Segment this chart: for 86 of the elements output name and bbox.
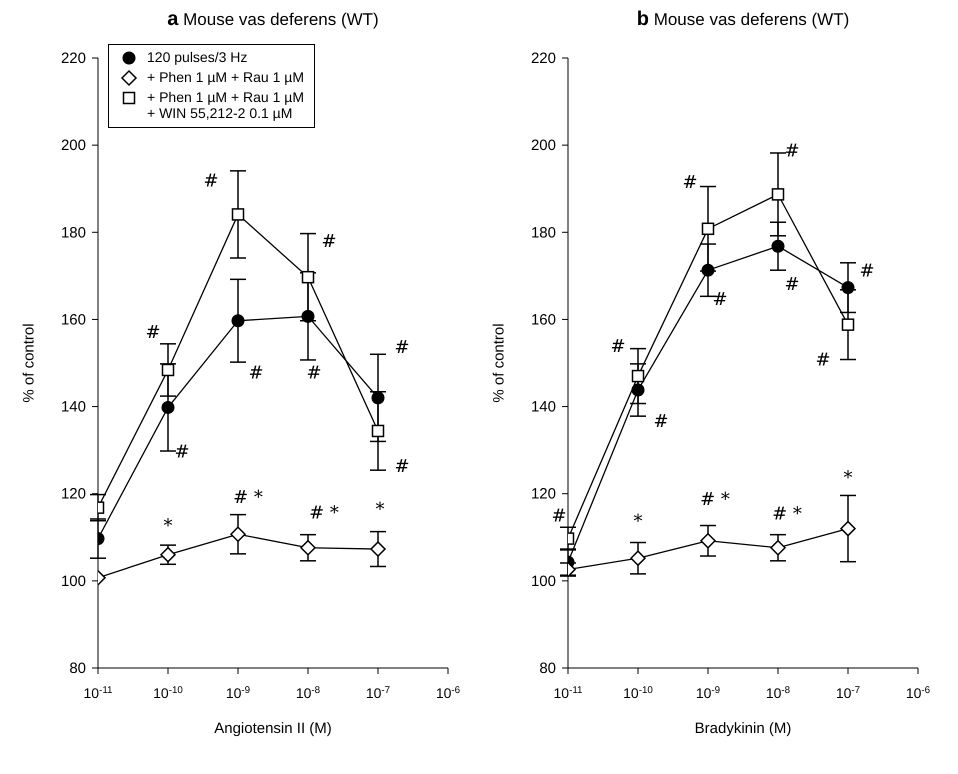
annotation: # * bbox=[309, 502, 339, 524]
x-tick-label: 10$^{-11}$ bbox=[553, 684, 583, 701]
annotation: # bbox=[859, 260, 875, 282]
annotation: * bbox=[164, 516, 172, 537]
y-tick-label: 180 bbox=[530, 224, 556, 242]
point bbox=[632, 384, 644, 397]
y-tick-label: 180 bbox=[60, 224, 86, 242]
y-tick-label: 200 bbox=[60, 137, 86, 154]
point bbox=[702, 264, 714, 277]
annotation: # bbox=[174, 441, 190, 462]
annotation: # bbox=[145, 322, 161, 343]
y-tick-label: 100 bbox=[530, 572, 556, 590]
y-tick-label: 100 bbox=[60, 572, 86, 590]
point bbox=[230, 526, 246, 542]
annotation: # bbox=[784, 274, 800, 296]
x-tick-label: 10$^{-7}$ bbox=[366, 684, 390, 701]
annotation: # bbox=[394, 456, 410, 477]
y-tick-label: 120 bbox=[60, 486, 86, 503]
annotation: # * bbox=[700, 488, 730, 510]
annotation: * bbox=[844, 468, 852, 489]
annotation: # bbox=[248, 362, 264, 384]
point bbox=[160, 546, 176, 562]
point bbox=[702, 222, 714, 236]
point bbox=[372, 424, 384, 438]
y-tick-label: 200 bbox=[530, 137, 556, 154]
x-tick-label: 10$^{-10}$ bbox=[623, 684, 654, 701]
point bbox=[370, 541, 386, 557]
annotation: # bbox=[784, 140, 800, 162]
x-tick-label: 10$^{-7}$ bbox=[836, 684, 860, 701]
y-tick-label: 220 bbox=[530, 50, 556, 67]
annotation: # bbox=[321, 231, 337, 252]
y-tick-label: 120 bbox=[530, 486, 556, 503]
annotation: # bbox=[712, 289, 728, 310]
y-tick-label: 160 bbox=[60, 311, 86, 328]
y-tick-label: 80 bbox=[539, 660, 556, 677]
x-tick-label: 10$^{-10}$ bbox=[153, 684, 184, 701]
y-tick-label: 220 bbox=[60, 50, 86, 67]
chart-title: b Mouse vas deferens (WT) bbox=[636, 8, 850, 32]
point bbox=[840, 520, 856, 536]
annotation: * bbox=[634, 511, 642, 532]
point bbox=[632, 370, 644, 382]
annotation: # bbox=[610, 336, 626, 358]
point bbox=[700, 533, 716, 549]
x-tick-label: 10$^{-8}$ bbox=[766, 684, 791, 701]
annotation: * bbox=[376, 499, 384, 520]
annotation: # bbox=[653, 411, 669, 432]
y-tick-label: 80 bbox=[69, 660, 86, 677]
point bbox=[842, 318, 854, 331]
y-tick-label: 160 bbox=[530, 311, 556, 328]
point bbox=[302, 310, 314, 323]
y-tick-label: 140 bbox=[60, 398, 86, 416]
annotation: # bbox=[551, 506, 567, 527]
x-tick-label: 10$^{-11}$ bbox=[83, 684, 113, 701]
annotation: # * bbox=[233, 487, 263, 508]
x-tick-label: 10$^{-6}$ bbox=[906, 684, 931, 701]
legend-label: + Phen 1 µM + Rau 1 µM bbox=[147, 69, 304, 85]
point bbox=[372, 391, 384, 404]
point bbox=[770, 540, 786, 556]
point bbox=[300, 540, 316, 556]
point bbox=[162, 400, 174, 414]
x-axis-title: Bradykinin (M) bbox=[694, 720, 792, 737]
annotation: # bbox=[815, 350, 831, 371]
point bbox=[772, 188, 784, 201]
point bbox=[842, 281, 854, 294]
x-tick-label: 10$^{-6}$ bbox=[436, 684, 461, 701]
point bbox=[162, 364, 174, 376]
legend-label: + Phen 1 µM + Rau 1 µM + WIN 55,212-2 0.1 µM bbox=[147, 89, 304, 121]
point bbox=[772, 240, 784, 253]
annotation: # bbox=[306, 362, 322, 384]
y-tick-label: 140 bbox=[530, 398, 556, 416]
annotation: # bbox=[394, 336, 410, 358]
y-axis-title: % of control bbox=[20, 323, 38, 403]
annotation: # * bbox=[772, 504, 802, 525]
point bbox=[630, 550, 646, 566]
point bbox=[232, 314, 244, 328]
x-axis-title: Angiotensin II (M) bbox=[214, 720, 332, 737]
annotation: # bbox=[682, 172, 698, 193]
y-axis-title: % of control bbox=[490, 323, 508, 403]
point bbox=[232, 208, 244, 221]
chart-title: a Mouse vas deferens (WT) bbox=[166, 8, 380, 32]
x-tick-label: 10$^{-9}$ bbox=[226, 684, 250, 701]
x-tick-label: 10$^{-9}$ bbox=[696, 684, 720, 701]
point bbox=[302, 270, 314, 284]
annotation: # bbox=[203, 170, 219, 192]
legend-label: 120 pulses/3 Hz bbox=[147, 49, 248, 65]
x-tick-label: 10$^{-8}$ bbox=[296, 684, 321, 701]
